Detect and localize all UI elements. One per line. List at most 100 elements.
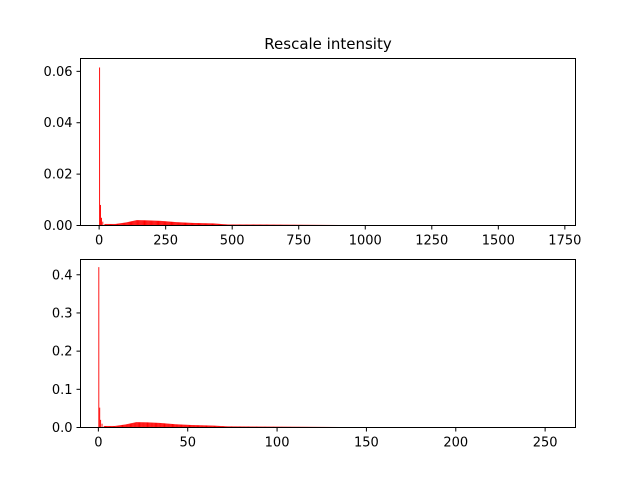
top-histogram-bar xyxy=(137,220,139,226)
bottom-histogram-bar xyxy=(106,425,108,428)
bottom-histogram-bar xyxy=(130,423,132,428)
top-histogram-bar xyxy=(252,224,254,226)
bottom-histogram-bar xyxy=(176,424,177,428)
top-histogram-bar xyxy=(161,220,163,226)
top-histogram-bar xyxy=(203,223,205,226)
bottom-histogram-bar xyxy=(124,424,126,428)
top-histogram-bar xyxy=(232,224,234,226)
top-histogram-bar xyxy=(248,224,250,226)
top-histogram-bar xyxy=(244,224,246,226)
top-histogram-bar xyxy=(136,220,138,226)
bottom-histogram-bar xyxy=(157,422,159,428)
bottom-histogram-spike-bar xyxy=(98,267,100,428)
bottom-histogram-bar xyxy=(187,424,189,428)
bottom-histogram-bar xyxy=(133,422,135,428)
top-histogram-bar xyxy=(124,222,126,226)
top-histogram-bar xyxy=(192,222,194,226)
top-histogram-bar xyxy=(151,220,153,226)
bottom-histogram-bar xyxy=(166,423,168,428)
top-histogram-bar xyxy=(174,221,176,226)
top-histogram-bar xyxy=(124,222,125,226)
top-histogram-bar xyxy=(139,220,141,226)
bottom-histogram-y-tick-label: 0.2 xyxy=(52,345,73,360)
top-histogram-bar xyxy=(143,220,145,226)
bottom-histogram-bar xyxy=(207,425,209,428)
top-histogram-bar xyxy=(223,224,225,226)
top-histogram-bar xyxy=(160,220,162,226)
top-histogram-bar xyxy=(126,222,128,226)
bottom-histogram-spike-bar xyxy=(99,407,101,428)
bottom-histogram-bar xyxy=(233,426,235,428)
bottom-histogram-bar xyxy=(244,426,246,428)
top-histogram-bar xyxy=(178,222,179,226)
top-histogram-bar xyxy=(150,220,152,226)
top-histogram-bar xyxy=(190,222,192,226)
top-histogram-bar xyxy=(220,224,222,226)
top-histogram-bar xyxy=(196,223,198,226)
top-histogram-bar xyxy=(204,223,206,226)
top-histogram-bar xyxy=(219,223,220,226)
bottom-histogram-bar xyxy=(247,426,249,428)
bottom-histogram-bar xyxy=(228,426,230,428)
top-histogram-bar xyxy=(162,221,164,226)
top-histogram-bar xyxy=(108,223,110,226)
bottom-histogram-bar xyxy=(199,425,201,428)
top-histogram-bar xyxy=(215,223,217,226)
top-histogram-frame xyxy=(80,58,576,226)
top-histogram-bar xyxy=(205,223,207,226)
top-histogram-bar xyxy=(207,223,209,226)
top-histogram-bar xyxy=(229,224,231,226)
top-histogram-bar xyxy=(232,224,233,226)
bottom-histogram-bar xyxy=(126,424,128,428)
top-histogram-bar xyxy=(227,224,229,226)
top-histogram-bar xyxy=(259,224,261,226)
bottom-histogram-bar xyxy=(149,422,151,428)
top-histogram-bar xyxy=(205,223,206,226)
top-histogram-bar xyxy=(218,223,220,226)
top-histogram-bar xyxy=(245,224,247,226)
top-histogram-bar xyxy=(214,223,216,226)
bottom-histogram-bar xyxy=(198,425,200,428)
bottom-histogram-bar xyxy=(185,424,187,428)
bottom-histogram-spike-bar xyxy=(101,423,103,428)
bottom-histogram-bar xyxy=(223,426,225,428)
top-histogram-bar xyxy=(213,223,215,226)
bottom-histogram-bar xyxy=(189,424,191,428)
top-histogram-bar xyxy=(236,224,238,226)
top-histogram-bar xyxy=(148,220,150,226)
top-histogram-bar xyxy=(231,224,233,226)
top-histogram-bar xyxy=(261,224,263,226)
top-histogram-x-tick-label: 1500 xyxy=(482,234,515,249)
bottom-histogram-bar xyxy=(237,426,239,428)
top-histogram-bar xyxy=(107,223,109,226)
bottom-histogram-bar xyxy=(221,426,223,428)
bottom-histogram-bar xyxy=(154,422,156,428)
top-histogram-bar xyxy=(260,224,261,226)
top-histogram-spike-bar xyxy=(99,67,101,226)
top-histogram-bar xyxy=(226,224,228,226)
bottom-histogram-bar xyxy=(152,422,154,428)
bottom-histogram-y-tick-label: 0.0 xyxy=(52,421,73,436)
top-histogram-bar xyxy=(233,224,235,226)
top-histogram-bar xyxy=(159,220,161,226)
top-histogram-bar xyxy=(141,220,143,226)
bottom-histogram-bar xyxy=(185,424,186,428)
bottom-histogram-bar xyxy=(132,422,134,428)
bottom-histogram-bar xyxy=(213,425,215,428)
top-histogram-bar xyxy=(237,224,239,226)
top-histogram-bar xyxy=(257,224,259,226)
top-histogram-bar xyxy=(182,222,184,226)
bottom-histogram-bar xyxy=(191,425,193,428)
top-histogram-bar xyxy=(211,223,213,226)
top-histogram-bar xyxy=(128,221,130,226)
top-histogram-bar xyxy=(219,223,221,226)
top-histogram-bar xyxy=(151,220,152,226)
top-histogram-bar xyxy=(149,220,151,226)
bottom-histogram-x-tick-label: 150 xyxy=(354,436,379,451)
bottom-histogram-spike-bar xyxy=(100,419,102,428)
top-histogram-bar xyxy=(137,220,138,226)
top-histogram-bar xyxy=(199,223,201,226)
bottom-histogram-bar xyxy=(143,422,145,428)
bottom-histogram-bar xyxy=(178,424,180,428)
top-histogram-bar xyxy=(241,224,243,226)
